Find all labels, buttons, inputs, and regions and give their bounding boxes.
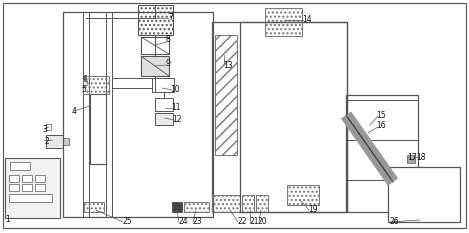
- Text: 22: 22: [237, 217, 247, 226]
- Text: 23: 23: [192, 217, 202, 226]
- Bar: [287, 185, 319, 205]
- Bar: [46, 124, 51, 130]
- Bar: [22, 184, 32, 191]
- Text: 17: 17: [407, 153, 416, 161]
- Text: 7: 7: [168, 13, 173, 21]
- Text: 24: 24: [178, 217, 188, 226]
- Bar: [388, 167, 460, 222]
- Bar: [141, 37, 169, 54]
- Bar: [35, 184, 45, 191]
- Bar: [155, 98, 173, 111]
- Text: 16: 16: [376, 121, 386, 130]
- Bar: [212, 195, 240, 212]
- Bar: [152, 78, 174, 92]
- Bar: [155, 113, 173, 125]
- Text: 18: 18: [416, 153, 425, 161]
- Bar: [106, 12, 112, 217]
- Text: 4: 4: [72, 107, 77, 116]
- Bar: [138, 5, 173, 35]
- Bar: [265, 8, 302, 36]
- Text: 9: 9: [165, 59, 170, 69]
- Text: 21: 21: [249, 217, 258, 226]
- Bar: [63, 138, 69, 145]
- Bar: [63, 12, 213, 217]
- Text: 11: 11: [171, 103, 181, 112]
- Bar: [212, 22, 347, 212]
- Text: 13: 13: [223, 61, 233, 69]
- Bar: [141, 56, 169, 76]
- Bar: [256, 195, 268, 212]
- Bar: [184, 202, 209, 212]
- Bar: [9, 194, 52, 202]
- Text: 8: 8: [165, 35, 170, 45]
- Text: 2: 2: [44, 137, 49, 147]
- Text: 1: 1: [5, 216, 10, 225]
- Bar: [90, 94, 106, 164]
- Bar: [240, 22, 347, 212]
- Bar: [22, 175, 32, 182]
- Bar: [346, 95, 418, 212]
- Text: 12: 12: [172, 116, 182, 124]
- Text: 3: 3: [42, 126, 47, 134]
- Text: 26: 26: [389, 217, 399, 226]
- Text: 15: 15: [376, 112, 386, 120]
- Bar: [172, 202, 182, 212]
- Bar: [215, 35, 237, 155]
- Text: 6: 6: [82, 75, 87, 83]
- Bar: [83, 12, 89, 217]
- Bar: [9, 184, 19, 191]
- Text: 19: 19: [308, 206, 318, 215]
- Text: 20: 20: [258, 217, 268, 226]
- Bar: [9, 175, 19, 182]
- Text: 14: 14: [302, 16, 311, 24]
- Bar: [407, 155, 415, 163]
- Bar: [242, 195, 254, 212]
- Bar: [10, 162, 30, 170]
- Bar: [5, 158, 60, 218]
- Bar: [35, 175, 45, 182]
- Bar: [84, 202, 104, 212]
- Text: 25: 25: [122, 217, 132, 226]
- Bar: [46, 135, 63, 148]
- Bar: [83, 76, 109, 94]
- Text: 5: 5: [81, 86, 86, 95]
- Text: 10: 10: [170, 86, 180, 95]
